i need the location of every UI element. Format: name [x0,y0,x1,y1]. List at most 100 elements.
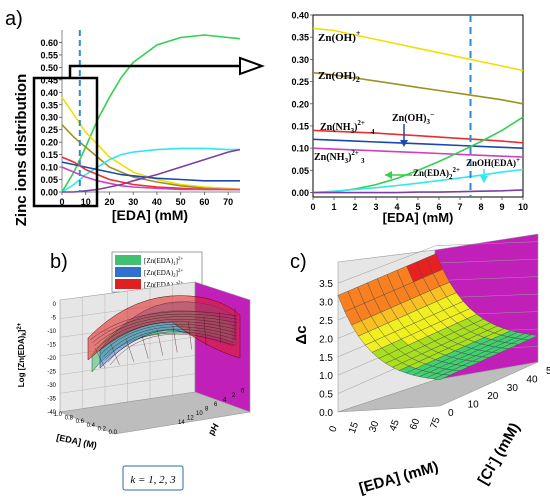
c-y-tick-label: 30 [507,383,519,394]
y-tick-label: 0.20 [40,138,58,148]
a-right-y-ticks: 0.00 0.05 0.10 0.15 0.20 0.25 0.30 0.35 0.40 [291,11,313,198]
b-x-tick-label: 0.8 [65,416,74,422]
c-y-ticks: 0 10 20 30 40 50 [448,366,550,419]
c-x-ticks: 0 15 30 45 60 75 [328,416,443,435]
c-y-tick-label: 40 [526,374,538,385]
x-tick-label: 0 [310,202,315,212]
c-z-tick-label: 3.5 [319,279,333,290]
b-y-tick-label: 14 [178,420,185,426]
b-y-tick-label: 0 [241,389,245,395]
mesh-line [96,318,237,349]
b-z-ticks: 0 -5 -10 -15 -20 -25 -30 -35 -40 [47,302,56,416]
a-left-series-zn-nh3-3 [61,166,240,191]
b-xlabel: [EDA] (M) [56,432,98,450]
label-zn-nh3-3-count: 3 [361,157,365,165]
b-ylabel: pH [206,422,221,437]
a-right-series-zn-nh3-3 [312,147,524,158]
panel-a-right: 0.00 0.05 0.10 0.15 0.20 0.25 0.30 0.35 0.40 0 1 2… [291,11,528,226]
c-y-tick-label: 50 [546,366,550,377]
mesh-line [105,329,235,360]
a-right-xlabel: [EDA] (mM) [383,210,454,225]
b-z-tick-label: 0 [53,302,57,308]
zn-oh-eda-arrow-icon [480,176,488,183]
y-tick-label: 0.10 [40,163,58,173]
mesh-line [219,312,221,344]
b-x-tick-label: 1.0 [54,412,63,418]
a-right-series [312,27,524,194]
b-surface-k3 [87,295,241,361]
y-tick-label: 0.50 [40,63,58,73]
panel-label-c: c) [290,251,307,273]
x-tick-label: 60 [199,197,209,207]
b-z-tick-label: -10 [47,329,56,335]
a-left-series [61,34,241,193]
a-left-series-zn-oh3 [61,161,240,182]
grid-line [337,241,539,284]
label-zn-nh3-4: Zn(NH3)2+ [320,119,365,135]
a-right-series-zn-oh [312,27,524,72]
c-zlabel: Δc [293,325,310,344]
x-tick-label: 70 [223,197,233,207]
b-mesh [89,308,239,369]
b-z-tick-label: -35 [47,397,56,403]
mesh-line [89,311,239,341]
c-z-tick-label: 1.0 [319,371,333,382]
a-right-x-ticks: 0 1 2 3 4 5 6 7 8 9 10 [310,197,528,212]
c-x-tick-label: 60 [408,417,422,432]
x-tick-label: 6 [436,202,441,212]
mesh-line [110,343,120,365]
panel-c: c) 0.00.51.01.52.02.53.03.5 0 15 30 45 60 75 … [290,233,550,497]
y-tick-label: 0.45 [40,75,58,85]
x-tick-label: 10 [518,202,528,212]
c-x-tick-label: 0 [328,424,340,433]
b-z-tick-label: -20 [47,356,56,362]
label-zn-nh3-4-count: 4 [371,128,375,136]
x-tick-label: 9 [499,202,504,212]
a-right-series-zn-oh3 [312,138,524,149]
mesh-line [100,324,236,355]
mesh-line [103,326,236,357]
c-z-tick-label: 0.0 [319,408,333,419]
a-left-x-ticks: 0 10 20 30 40 50 60 70 [59,192,233,207]
a-zoom-arrow-icon [239,56,265,76]
surface-cell [432,374,451,380]
b-z-tick-label: -15 [47,343,56,349]
a-left-y-ticks: 0.00 0.05 0.10 0.15 0.20 0.25 0.30 0.35 0.40 0.45… [40,38,62,198]
panel-b: b) [Zn(EDA)1]2+ [Zn(EDA)2]2+ [Zn(EDA)3]2… [17,251,252,491]
b-y-tick-label: 8 [205,407,209,413]
y-tick-label: 0.00 [291,188,309,198]
y-tick-label: 0.40 [291,11,309,21]
x-tick-label: 8 [478,202,483,212]
x-tick-label: 3 [373,202,378,212]
x-tick-label: 40 [152,197,162,207]
mesh-line [109,333,235,366]
c-x-tick-label: 30 [367,419,381,434]
a-right-series-zn-eda3 [313,189,524,194]
a-left-series-zn-eda2 [61,34,241,193]
b-z-tick-label: -40 [47,410,56,416]
c-z-tick-label: 3.0 [319,298,333,309]
mesh-line [188,321,192,350]
mesh-line [107,331,235,363]
c-z-tick-label: 0.5 [319,390,333,401]
y-tick-label: 0.05 [40,175,58,185]
y-tick-label: 0.30 [291,55,309,65]
c-z-tick-label: 1.5 [319,353,333,364]
c-x-tick-label: 15 [347,420,361,435]
c-x-tick-label: 45 [388,418,402,433]
label-zn-oh2: Zn(OH)2 [318,70,360,84]
c-z-tick-label: 2.0 [319,334,333,345]
y-tick-label: 0.60 [40,38,58,48]
b-z-tick-label: -30 [47,383,56,389]
zn-oh3-arrow-icon [400,140,408,147]
c-z-tick-label: 2.5 [319,316,333,327]
c-y-tick-label: 10 [468,400,480,411]
y-tick-label: 0.05 [291,166,309,176]
y-tick-label: 0.10 [291,144,309,154]
y-tick-label: 0.15 [40,150,58,160]
mesh-line [92,313,238,343]
x-tick-label: 7 [457,202,462,212]
c-y-tick-label: 0 [448,408,454,419]
a-left-zoom-box [32,76,99,208]
